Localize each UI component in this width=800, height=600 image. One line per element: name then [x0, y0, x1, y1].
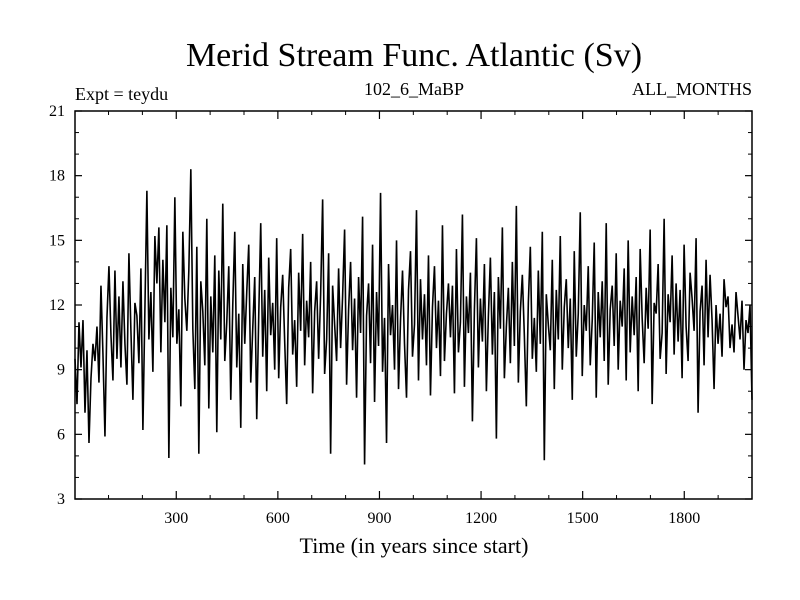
x-tick-label: 1500 [567, 510, 599, 527]
expt-label: Expt = teydu [75, 84, 168, 104]
y-tick-label: 9 [57, 362, 65, 379]
plot-area [74, 169, 753, 465]
y-tick-label: 18 [49, 168, 65, 185]
x-axis-label: Time (in years since start) [300, 533, 529, 558]
x-tick-label: 300 [164, 510, 188, 527]
y-tick-label: 6 [57, 426, 65, 443]
period-label: 102_6_MaBP [364, 79, 464, 99]
x-axis: 300 600 900 1200 1500 1800 [108, 111, 719, 527]
x-tick-label: 1200 [465, 510, 497, 527]
y-tick-label: 21 [49, 103, 65, 120]
x-tick-label: 600 [266, 510, 290, 527]
y-axis: 3 6 9 12 15 18 21 [49, 103, 752, 508]
chart-title: Merid Stream Func. Atlantic (Sv) [186, 37, 642, 74]
series-line [74, 169, 753, 465]
y-tick-label: 3 [57, 491, 65, 508]
x-tick-label: 1800 [668, 510, 700, 527]
x-tick-label: 900 [367, 510, 391, 527]
y-tick-label: 12 [49, 297, 65, 314]
months-label: ALL_MONTHS [632, 79, 752, 99]
y-tick-label: 15 [49, 232, 65, 249]
